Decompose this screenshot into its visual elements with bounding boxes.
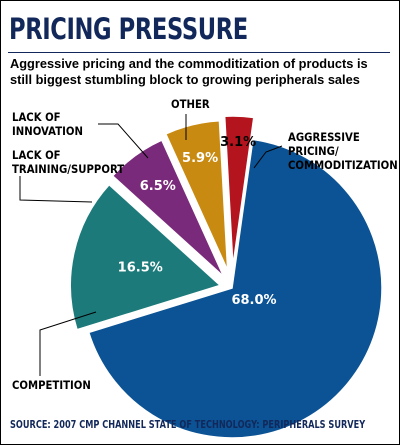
leader-line-competition [39, 311, 97, 376]
title-rule [8, 52, 390, 53]
leader-line-aggressive-pricing [253, 145, 283, 169]
slice-label-competition: COMPETITION [12, 378, 91, 392]
slice-value-other: 3.1% [220, 135, 256, 150]
pie-slice-competition [69, 183, 222, 331]
slice-value-lack-of-training: 6.5% [140, 179, 176, 194]
slice-label-lack-of-training: LACK OF TRAINING/SUPPORT [12, 148, 125, 176]
slice-value-lack-of-innovation: 5.9% [182, 151, 218, 166]
slice-value-aggressive-pricing: 68.0% [231, 293, 276, 308]
chart-subtitle: Aggressive pricing and the commoditizati… [10, 56, 368, 87]
slice-value-competition: 16.5% [118, 261, 163, 276]
slice-label-aggressive-pricing: AGGRESSIVE PRICING/ COMMODITIZATION [288, 130, 398, 172]
leader-line-lack-of-training [19, 176, 93, 203]
chart-title: PRICING PRESSURE [9, 12, 248, 46]
pie-slice-aggressive-pricing [87, 138, 383, 439]
pie-slice-lack-of-innovation [164, 119, 229, 271]
slice-label-lack-of-innovation: LACK OF INNOVATION [12, 110, 83, 138]
leader-line-lack-of-innovation [98, 123, 149, 159]
pie-slice-lack-of-training [111, 139, 225, 278]
slice-label-other: OTHER [171, 97, 210, 111]
chart-source: SOURCE: 2007 CMP CHANNEL STATE OF TECHNO… [10, 419, 366, 431]
pie-slice-other [223, 115, 255, 267]
